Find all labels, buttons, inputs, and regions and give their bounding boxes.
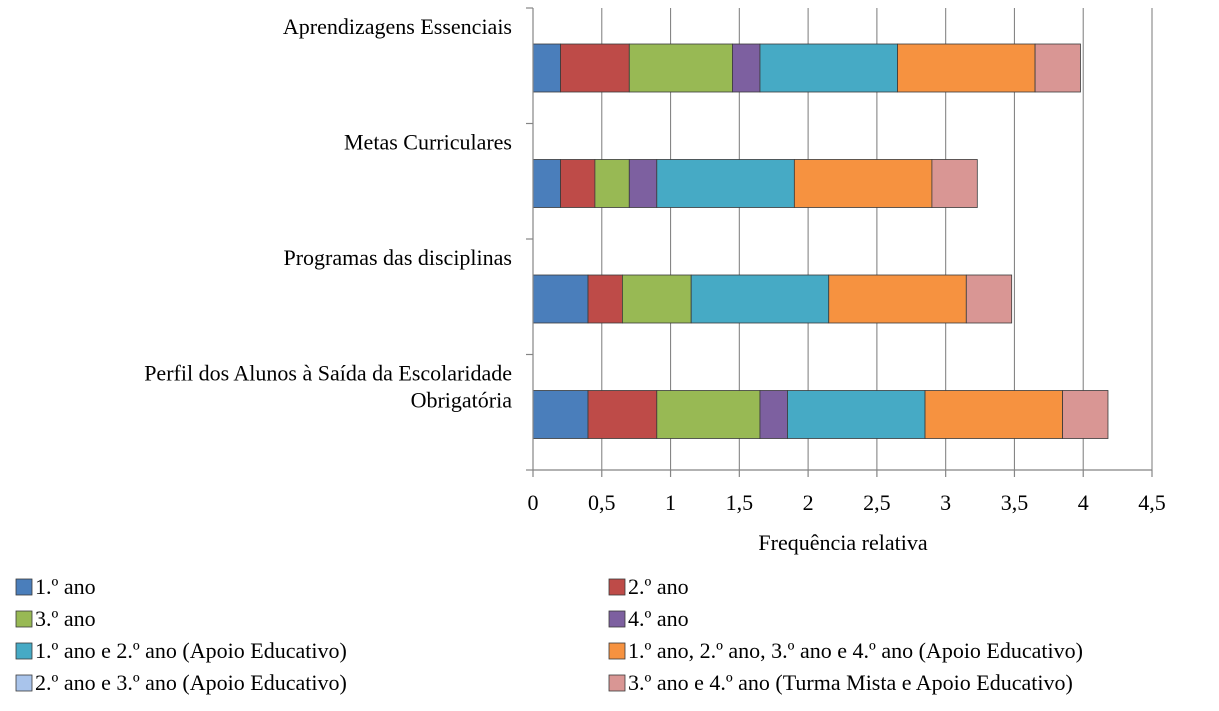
x-tick-label: 3 (940, 490, 951, 515)
legend-swatch (608, 674, 626, 692)
x-tick-label: 2 (803, 490, 814, 515)
bar-segment (897, 43, 1036, 93)
legend-label: 2.º ano e 3.º ano (Apoio Educativo) (35, 670, 347, 695)
bar-segment (656, 390, 761, 439)
legend: 1.º ano 2.º ano 3.º ano 4.º ano 1.º ano e 2.… (15, 574, 1083, 695)
x-tick-label: 0 (528, 490, 539, 515)
legend-label: 1.º ano, 2.º ano, 3.º ano e 4.º ano (Apo… (628, 638, 1083, 663)
x-tick-label: 1 (665, 490, 676, 515)
category-label: Obrigatória (411, 388, 513, 413)
legend-swatch (15, 642, 33, 660)
bar-segment (532, 390, 589, 439)
bar-segment (532, 43, 561, 93)
legend-label: 4.º ano (628, 606, 689, 631)
legend-label: 3.º ano e 4.º ano (Turma Mista e Apoio E… (628, 670, 1073, 695)
bar-segment (732, 43, 761, 93)
legend-label: 3.º ano (35, 606, 96, 631)
x-tick-label: 0,5 (588, 490, 616, 515)
bar-segment (532, 274, 589, 324)
category-label: Metas Curriculares (344, 130, 512, 155)
axes (526, 7, 1153, 477)
legend-swatch (608, 642, 626, 660)
x-axis-title: Frequência relativa (758, 530, 927, 555)
bar-segment (828, 274, 967, 324)
bar-segment (965, 274, 1013, 324)
x-tick-label: 2,5 (863, 490, 891, 515)
bar-segment (924, 390, 1063, 439)
bar-segment (690, 274, 830, 324)
x-tick-labels: 0 0,5 1 1,5 2 2,5 3 3,5 4 4,5 (528, 490, 1166, 515)
bar-segment (594, 159, 630, 208)
bar-segment (1062, 390, 1109, 439)
legend-swatch (608, 578, 626, 596)
bar-segment (622, 274, 692, 324)
category-label: Perfil dos Alunos à Saída da Escolaridad… (144, 361, 512, 386)
bar-segment (587, 274, 623, 324)
bar-segment (628, 43, 733, 93)
bar-segments (532, 43, 1109, 439)
x-tick-label: 3,5 (1001, 490, 1029, 515)
legend-label: 1.º ano e 2.º ano (Apoio Educativo) (35, 638, 347, 663)
category-label: Aprendizagens Essenciais (283, 14, 512, 39)
bar-segment (793, 159, 933, 208)
bar-segment (787, 390, 926, 439)
bar-segment (656, 159, 795, 208)
x-tick-label: 1,5 (726, 490, 754, 515)
bar-segment (931, 159, 978, 208)
category-label: Programas das disciplinas (283, 245, 512, 270)
bar-segment (628, 159, 658, 208)
legend-swatch (15, 674, 33, 692)
bar-segment (560, 43, 630, 93)
bar-segment (759, 43, 898, 93)
bar-segment (560, 159, 596, 208)
bar-segment (759, 390, 788, 439)
legend-swatch (608, 610, 626, 628)
bar-segment (587, 390, 658, 439)
category-labels: Aprendizagens Essenciais Metas Curricular… (144, 14, 512, 413)
legend-swatch (15, 578, 33, 596)
x-tick-label: 4,5 (1138, 490, 1166, 515)
legend-label: 1.º ano (35, 574, 96, 599)
bar-segment (532, 159, 561, 208)
x-tick-label: 4 (1078, 490, 1089, 515)
legend-swatch (15, 610, 33, 628)
bar-segment (1034, 43, 1081, 93)
legend-label: 2.º ano (628, 574, 689, 599)
